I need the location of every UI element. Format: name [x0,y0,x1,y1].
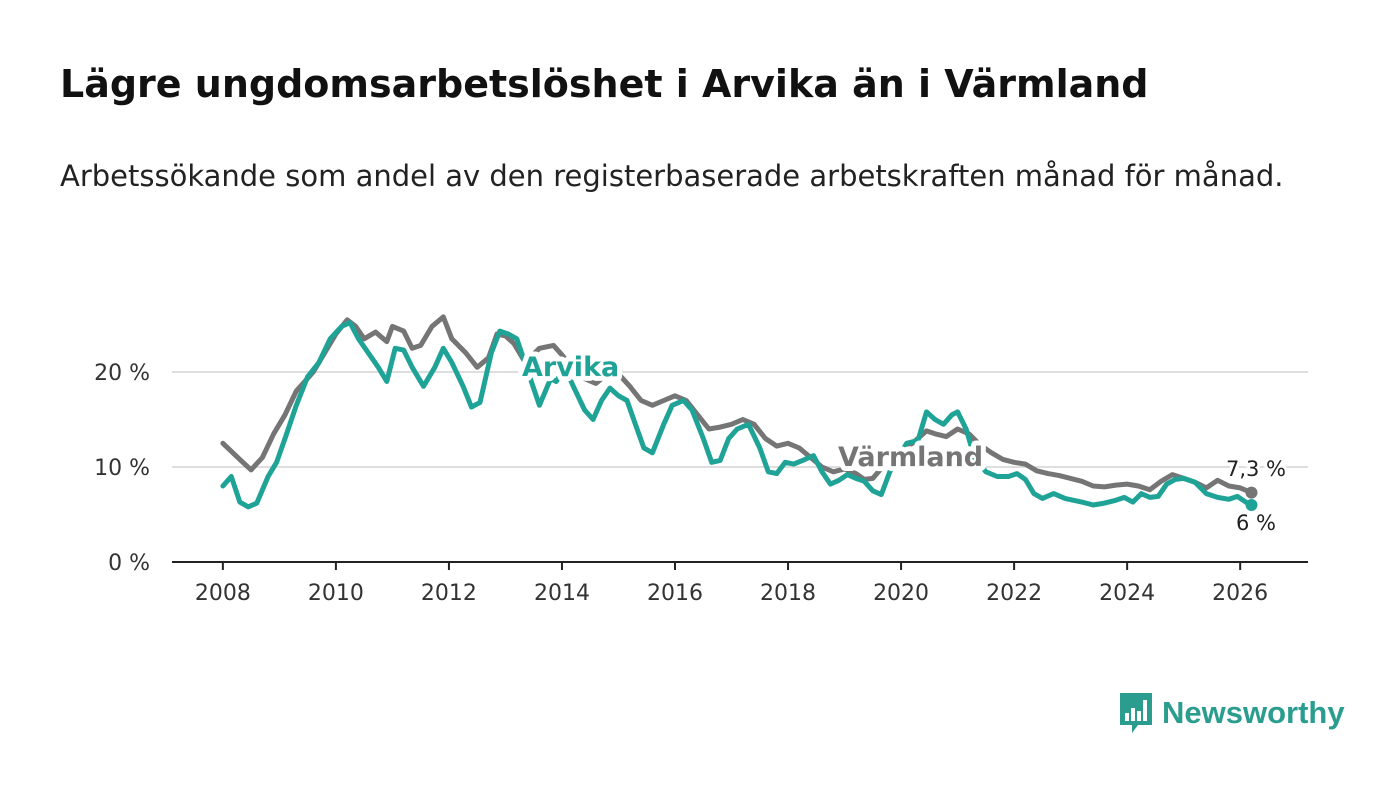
series-end-dot-vrmland [1245,486,1258,499]
series-line-vrmland [220,314,1254,496]
x-tick-label: 2022 [986,581,1042,606]
x-tick-label: 2008 [195,581,251,606]
chart-title: Lägre ungdomsarbetslöshet i Arvika än i … [60,62,1149,106]
x-tick-label: 2014 [534,581,590,606]
end-value-label-arvika: 6 % [1236,511,1276,535]
series-end-dot-arvika [1245,499,1258,511]
series-label-vrmland: Värmland [838,442,983,473]
newsworthy-logo-text: Newsworthy [1162,695,1345,730]
series-label-arvika: Arvika [522,352,619,383]
chart-subtitle: Arbetssökande som andel av den registerb… [60,159,1284,193]
x-tick-label: 2024 [1099,581,1155,606]
series-line-arvika [220,320,1254,510]
x-tick-label: 2010 [308,581,364,606]
y-tick-label: 10 % [94,456,150,481]
x-tick-label: 2016 [647,581,703,606]
end-value-label-vrmland: 7,3 % [1226,457,1286,481]
x-tick-label: 2012 [421,581,477,606]
x-tick-label: 2020 [873,581,929,606]
bar-chart-speech-bubble-icon [1120,693,1152,733]
x-tick-label: 2026 [1212,581,1268,606]
y-tick-label: 0 % [108,551,150,576]
x-tick-label: 2018 [760,581,816,606]
newsworthy-logo[interactable]: Newsworthy [1118,690,1345,736]
y-tick-label: 20 % [94,361,150,386]
